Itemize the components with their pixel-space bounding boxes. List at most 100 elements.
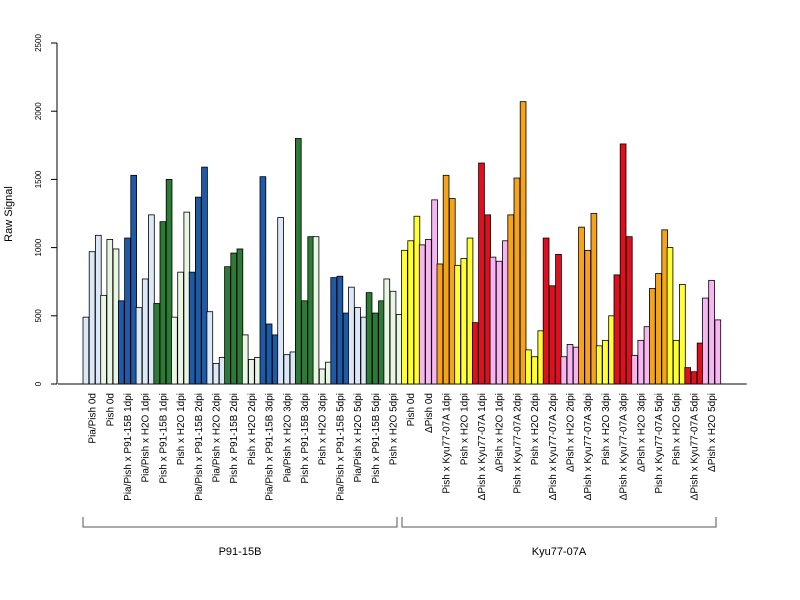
category-label: Pia/Pish x H2O 1dpi: [141, 393, 152, 483]
category-label: Pish x P91-15B 2dpi: [229, 393, 240, 484]
bar: [578, 226, 585, 385]
category-label: ΔPish x Kyu77-07A 2dpi: [548, 393, 559, 500]
bar: [489, 256, 497, 385]
category-label: Pia/Pish x H2O 3dpi: [282, 393, 293, 483]
category-label: ΔPish x Kyu77-07A 3dpi: [583, 393, 594, 500]
bar: [371, 312, 379, 385]
bar: [301, 300, 308, 385]
y-tick-label: 500: [34, 309, 43, 323]
bar: [201, 166, 208, 385]
y-tick-label: 0: [34, 381, 43, 386]
bar: [153, 303, 161, 385]
bar: [401, 249, 408, 385]
category-label: Pish x H2O 3dpi: [318, 393, 329, 465]
bar: [124, 237, 131, 385]
category-label: Pia/Pish x P91-15B 2dpi: [194, 393, 205, 501]
bar: [389, 290, 397, 385]
bar: [714, 319, 722, 385]
bar: [82, 316, 90, 385]
category-label: Pish x Kyu77-07A 2dpi: [512, 393, 523, 494]
bar: [584, 249, 591, 385]
bar: [478, 162, 485, 385]
bar: [100, 294, 107, 385]
bar: [631, 354, 638, 385]
category-label: Pish x H2O 3dpi: [601, 393, 612, 465]
bar: [507, 214, 514, 385]
bar: [165, 178, 173, 385]
category-label: Pish x H2O 2dpi: [530, 393, 541, 465]
category-label: Pish x Kyu77-07A 5dpi: [654, 393, 665, 494]
bar: [224, 266, 231, 385]
bar: [602, 339, 609, 385]
group-bracket: [401, 517, 717, 528]
bar: [188, 271, 196, 385]
bar: [590, 213, 598, 385]
bar: [383, 278, 391, 385]
category-label: Pish x Kyu77-07A 1dpi: [442, 393, 453, 494]
bar: [141, 278, 149, 385]
bar: [248, 359, 255, 385]
category-label: ΔPish x Kyu77-07A 3dpi: [619, 393, 630, 500]
bar: [495, 260, 503, 385]
bar: [549, 285, 556, 385]
y-tick-label: 1500: [34, 170, 43, 188]
category-label: Pia/Pish x H2O 5dpi: [353, 393, 364, 483]
category-label: ΔPish 0d: [424, 393, 435, 433]
bars: [82, 101, 722, 385]
category-label: Pia/Pish x P91-15B 5dpi: [335, 393, 346, 501]
bar: [566, 344, 574, 385]
bar: [454, 264, 461, 385]
bar: [460, 258, 468, 385]
category-label: Pia/Pish x P91-15B 3dpi: [265, 393, 276, 501]
category-label: ΔPish x Kyu77-07A 5dpi: [689, 393, 700, 500]
bar: [294, 138, 302, 385]
bar: [442, 174, 450, 385]
bar: [672, 339, 680, 385]
bar: [542, 237, 550, 385]
category-label: Pish x H2O 2dpi: [247, 393, 258, 465]
group-label: Kyu77-07A: [532, 546, 587, 558]
bar: [159, 221, 167, 385]
bar: [118, 300, 125, 385]
bar: [626, 236, 633, 385]
bar: [365, 292, 373, 385]
bar: [519, 101, 527, 385]
bar: [560, 356, 568, 385]
bar: [679, 284, 686, 385]
category-label: Pish x H2O 5dpi: [389, 393, 400, 465]
group-brackets: P91-15B Kyu77-07A: [82, 517, 717, 558]
category-label: ΔPish x Kyu77-07A 1dpi: [477, 393, 488, 500]
category-label: Pish x H2O 5dpi: [672, 393, 683, 465]
bar: [259, 176, 267, 385]
bar: [690, 371, 698, 385]
bar: [655, 273, 662, 385]
bar: [354, 307, 361, 385]
category-label: Pia/Pish x H2O 2dpi: [212, 393, 223, 483]
category-label: Pish x H2O 1dpi: [459, 393, 470, 465]
bar: [348, 286, 355, 385]
bar: [471, 322, 479, 385]
category-label: Pish 0d: [105, 393, 116, 426]
bar: [595, 345, 603, 385]
bar: [666, 247, 674, 385]
category-label: Pish x P91-15B 3dpi: [300, 393, 311, 484]
bar: [702, 297, 709, 385]
bar: [513, 177, 521, 385]
category-label: ΔPish x H2O 5dpi: [707, 393, 718, 472]
category-label: Pish 0d: [406, 393, 417, 426]
bar: [613, 274, 621, 385]
y-axis-title: Raw Signal: [3, 186, 15, 242]
bar: [148, 214, 155, 385]
bar: [88, 251, 96, 385]
bar: [531, 356, 538, 385]
bar: [407, 240, 414, 385]
bar: [525, 349, 532, 385]
group-label: P91-15B: [219, 546, 262, 558]
bar: [330, 277, 337, 385]
bar: [619, 143, 627, 385]
bar: [171, 316, 178, 385]
bar: [277, 217, 284, 385]
bar: [436, 263, 444, 385]
bar: [555, 254, 562, 385]
